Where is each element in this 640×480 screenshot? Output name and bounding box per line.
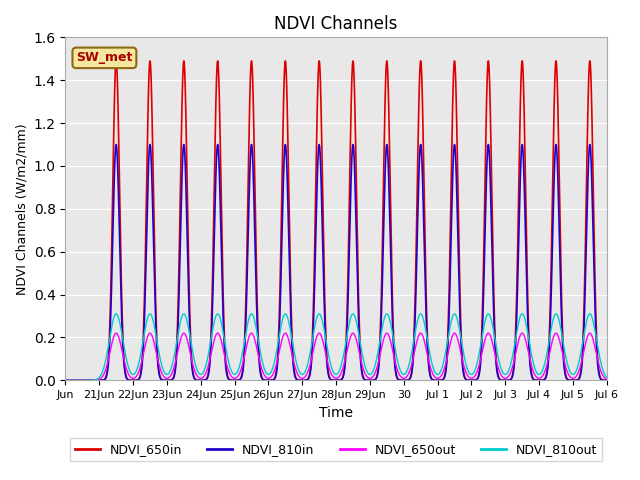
Legend: NDVI_650in, NDVI_810in, NDVI_650out, NDVI_810out: NDVI_650in, NDVI_810in, NDVI_650out, NDV… (70, 438, 602, 461)
Title: NDVI Channels: NDVI Channels (275, 15, 398, 33)
X-axis label: Time: Time (319, 406, 353, 420)
Y-axis label: NDVI Channels (W/m2/mm): NDVI Channels (W/m2/mm) (15, 123, 28, 295)
Text: SW_met: SW_met (76, 51, 132, 64)
